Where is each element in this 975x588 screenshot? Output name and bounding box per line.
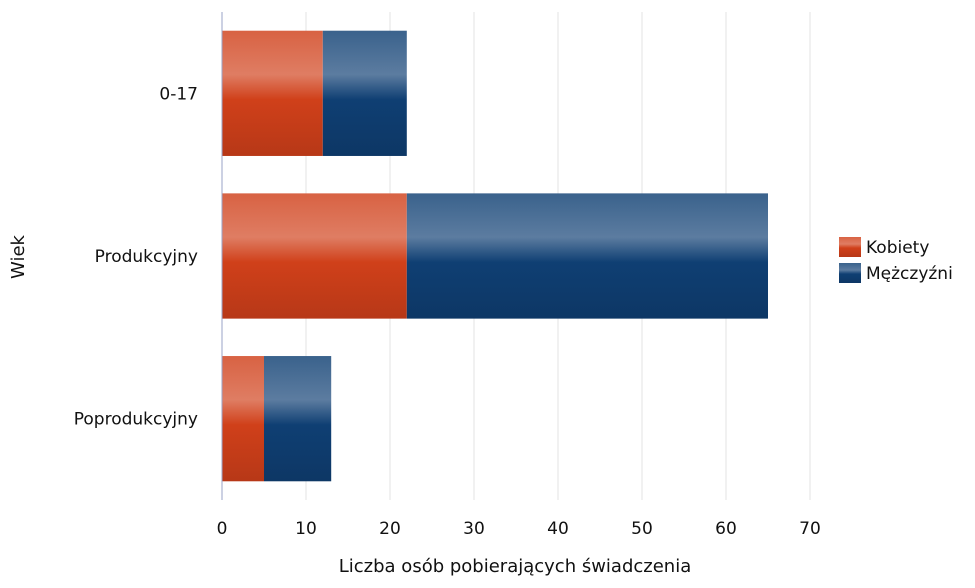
bar-mezczyzni-1 xyxy=(406,193,768,319)
x-tick-labels: 0 10 20 30 40 50 60 70 xyxy=(217,519,821,539)
bar-mezczyzni-0 xyxy=(322,30,407,156)
legend-swatch xyxy=(839,237,861,257)
legend: Kobiety Mężczyźni xyxy=(839,237,953,284)
x-tick-label: 10 xyxy=(295,519,317,539)
y-axis-title: Wiek xyxy=(8,234,29,278)
bar-kobiety-1 xyxy=(222,193,407,319)
x-tick-label: 0 xyxy=(217,519,228,539)
legend-label: Kobiety xyxy=(866,238,929,258)
x-tick-label: 50 xyxy=(631,519,653,539)
bar-mezczyzni-2 xyxy=(264,356,332,482)
bar-kobiety-2 xyxy=(222,356,264,482)
legend-label: Mężczyźni xyxy=(866,264,953,284)
x-tick-label: 40 xyxy=(547,519,569,539)
x-axis-title: Liczba osób pobierających świadczenia xyxy=(339,556,692,577)
legend-swatch xyxy=(839,263,861,283)
bar-kobiety-0 xyxy=(222,30,323,156)
category-label: Poprodukcyjny xyxy=(74,410,198,430)
x-tick-label: 30 xyxy=(463,519,485,539)
category-labels: 0-17 Produkcyjny Poprodukcyjny xyxy=(74,84,198,429)
bars xyxy=(222,30,768,482)
x-tick-label: 20 xyxy=(379,519,401,539)
category-label: Produkcyjny xyxy=(95,247,198,267)
x-tick-label: 60 xyxy=(715,519,737,539)
x-tick-label: 70 xyxy=(799,519,821,539)
category-label: 0-17 xyxy=(159,84,198,104)
